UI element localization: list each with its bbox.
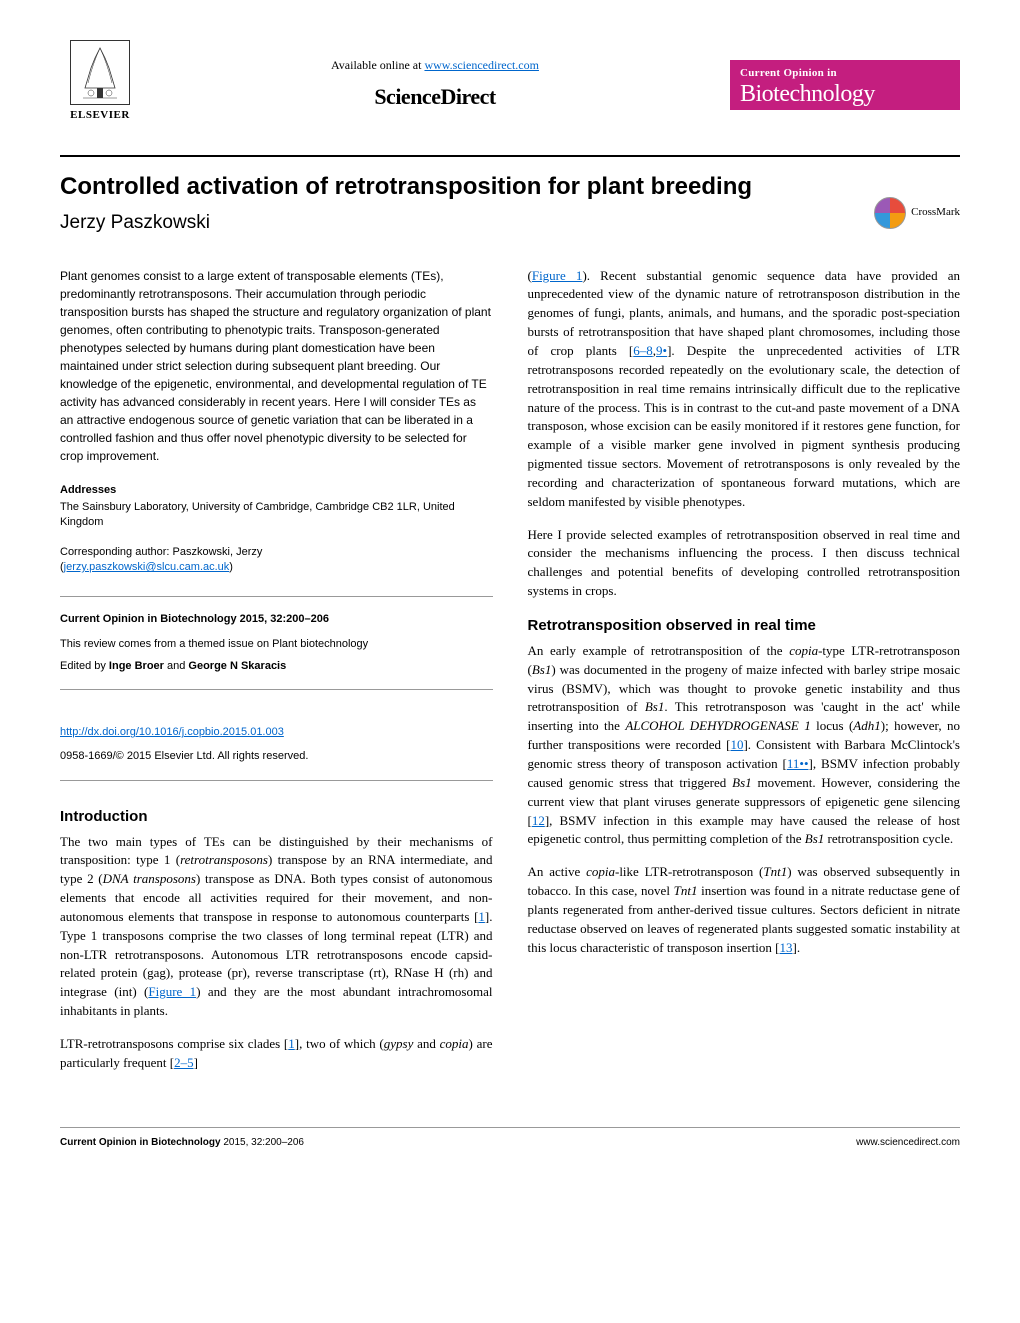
text-span: locus ( xyxy=(811,718,854,733)
text-italic: copia xyxy=(789,643,818,658)
author-name: Jerzy Paszkowski xyxy=(60,210,874,237)
intro-paragraph-1: The two main types of TEs can be disting… xyxy=(60,833,493,1021)
addresses-text: The Sainsbury Laboratory, University of … xyxy=(60,500,493,531)
right-paragraph-1: (Figure 1). Recent substantial genomic s… xyxy=(528,267,961,512)
abstract-text: Plant genomes consist to a large extent … xyxy=(60,267,493,465)
text-span: -like LTR-retrotransposon ( xyxy=(615,864,763,879)
text-italic: retrotransposons xyxy=(180,852,268,867)
text-span: and xyxy=(413,1036,439,1051)
text-italic: copia xyxy=(586,864,615,879)
text-span: LTR-retrotransposons comprise six clades… xyxy=(60,1036,288,1051)
crossmark-text: CrossMark xyxy=(911,205,960,220)
text-italic: Bs1 xyxy=(732,775,752,790)
text-italic: copia xyxy=(440,1036,469,1051)
page-footer: Current Opinion in Biotechnology 2015, 3… xyxy=(60,1127,960,1150)
meta-block: Current Opinion in Biotechnology 2015, 3… xyxy=(60,596,493,691)
ref-link-9[interactable]: 9• xyxy=(656,343,667,358)
journal-badge-bottom: Biotechnology xyxy=(740,82,950,106)
crossmark-badge[interactable]: CrossMark xyxy=(874,197,960,229)
text-italic: ALCOHOL DEHYDROGENASE 1 xyxy=(625,718,810,733)
text-span: An active xyxy=(528,864,587,879)
text-italic: Tnt1 xyxy=(674,883,698,898)
title-row: Controlled activation of retrotransposit… xyxy=(60,172,960,237)
text-italic: Bs1 xyxy=(805,831,825,846)
ref-link-10[interactable]: 10 xyxy=(730,737,743,752)
text-italic: gypsy xyxy=(384,1036,414,1051)
journal-reference: Current Opinion in Biotechnology 2015, 3… xyxy=(60,611,493,629)
text-span: ]. xyxy=(793,940,801,955)
header-row: ELSEVIER Available online at www.science… xyxy=(60,40,960,130)
editors-and: and xyxy=(164,660,188,672)
ref-link-6-8[interactable]: 6–8 xyxy=(633,343,653,358)
available-online: Available online at www.sciencedirect.co… xyxy=(140,57,730,74)
copyright-text: 0958-1669/© 2015 Elsevier Ltd. All right… xyxy=(60,750,308,762)
text-span: ], two of which ( xyxy=(295,1036,384,1051)
retro-paragraph-2: An active copia-like LTR-retrotransposon… xyxy=(528,863,961,957)
figure-link-1[interactable]: Figure 1 xyxy=(148,984,196,999)
editor-2: George N Skaracis xyxy=(188,660,286,672)
author-email-link[interactable]: jerzy.paszkowski@slcu.cam.ac.uk xyxy=(64,561,230,573)
editor-1: Inge Broer xyxy=(109,660,164,672)
editors-prefix: Edited by xyxy=(60,660,109,672)
text-italic: Bs1 xyxy=(532,662,552,677)
header-divider xyxy=(60,155,960,157)
meta-block-2: http://dx.doi.org/10.1016/j.copbio.2015.… xyxy=(60,710,493,780)
editors-line: Edited by Inge Broer and George N Skarac… xyxy=(60,658,493,676)
ref-link-13[interactable]: 13 xyxy=(780,940,793,955)
doi-link[interactable]: http://dx.doi.org/10.1016/j.copbio.2015.… xyxy=(60,724,493,742)
article-title: Controlled activation of retrotransposit… xyxy=(60,172,874,202)
title-block: Controlled activation of retrotransposit… xyxy=(60,172,874,237)
center-header: Available online at www.sciencedirect.co… xyxy=(140,57,730,113)
figure-link-1b[interactable]: Figure 1 xyxy=(532,268,583,283)
text-italic: Tnt1 xyxy=(763,864,787,879)
two-column-layout: Plant genomes consist to a large extent … xyxy=(60,267,960,1087)
available-online-text: Available online at xyxy=(331,58,424,72)
journal-badge: Current Opinion in Biotechnology xyxy=(730,60,960,109)
sciencedirect-logo: ScienceDirect xyxy=(140,82,730,113)
retro-paragraph-1: An early example of retrotransposition o… xyxy=(528,642,961,849)
elsevier-tree-icon xyxy=(70,40,130,105)
footer-left: Current Opinion in Biotechnology 2015, 3… xyxy=(60,1136,304,1150)
text-span: ]. Despite the unprecedented activities … xyxy=(528,343,961,509)
left-column: Plant genomes consist to a large extent … xyxy=(60,267,493,1087)
footer-volume: 2015, 32:200–206 xyxy=(221,1137,304,1148)
elsevier-label: ELSEVIER xyxy=(70,108,130,123)
elsevier-logo: ELSEVIER xyxy=(60,40,140,130)
corresponding-author: Corresponding author: Paszkowski, Jerzy … xyxy=(60,545,493,576)
text-italic: DNA transposons xyxy=(103,871,196,886)
text-italic: Bs1 xyxy=(645,699,665,714)
addresses-heading: Addresses xyxy=(60,483,493,498)
ref-link-2-5[interactable]: 2–5 xyxy=(174,1055,194,1070)
journal-badge-top: Current Opinion in xyxy=(740,66,950,81)
journal-ref-text: Current Opinion in Biotechnology 2015, 3… xyxy=(60,613,329,625)
corresponding-label: Corresponding author: Paszkowski, Jerzy xyxy=(60,546,262,558)
right-column: (Figure 1). Recent substantial genomic s… xyxy=(528,267,961,1087)
text-span: An early example of retrotransposition o… xyxy=(528,643,790,658)
intro-paragraph-2: LTR-retrotransposons comprise six clades… xyxy=(60,1035,493,1073)
text-span: ] xyxy=(194,1055,198,1070)
crossmark-icon xyxy=(874,197,906,229)
ref-link-11[interactable]: 11•• xyxy=(787,756,809,771)
text-span: retrotransposition cycle. xyxy=(824,831,953,846)
footer-journal-name: Current Opinion in Biotechnology xyxy=(60,1137,221,1148)
sciencedirect-url-link[interactable]: www.sciencedirect.com xyxy=(424,58,539,72)
footer-right: www.sciencedirect.com xyxy=(856,1136,960,1150)
themed-issue: This review comes from a themed issue on… xyxy=(60,636,493,654)
right-paragraph-2: Here I provide selected examples of retr… xyxy=(528,526,961,601)
ref-link-12[interactable]: 12 xyxy=(532,813,545,828)
retro-heading: Retrotransposition observed in real time xyxy=(528,615,961,636)
themed-text: This review comes from a themed issue on… xyxy=(60,638,368,650)
introduction-heading: Introduction xyxy=(60,806,493,827)
text-italic: Adh1 xyxy=(853,718,880,733)
